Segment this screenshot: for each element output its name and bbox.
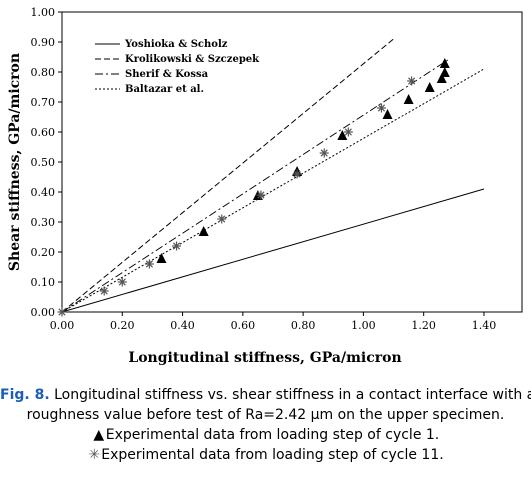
y-tick-label: 0.20	[31, 246, 56, 259]
y-tick-label: 0.60	[31, 126, 56, 139]
y-tick-label: 0.70	[31, 96, 56, 109]
legend-label: Sherif & Kossa	[125, 69, 209, 80]
model-line-dashed	[61, 38, 394, 313]
caption-line-4: ✳Experimental data from loading step of …	[0, 445, 531, 465]
model-line-solid	[61, 188, 485, 313]
triangle-point	[156, 253, 167, 263]
caption-line-1: Fig. 8. Longitudinal stiffness vs. shear…	[0, 385, 531, 405]
y-tick-label: 0.90	[31, 36, 56, 49]
chart-svg: 0.00 0.10 0.20 0.30 0.40 0.50 0.60 0.70 0.80 0.90…	[7, 6, 523, 366]
asterisk-point	[407, 76, 417, 86]
y-axis-title: Shear stiffness, GPa/micron	[7, 53, 23, 271]
x-tick-label: 0.80	[291, 319, 316, 332]
asterisk-point	[256, 190, 266, 200]
triangle-point	[403, 94, 414, 104]
y-tick-label: 0.40	[31, 186, 56, 199]
asterisk-point	[144, 259, 154, 269]
x-tick-label: 0.00	[50, 319, 75, 332]
caption-text-1: Longitudinal stiffness vs. shear stiffne…	[49, 387, 531, 403]
legend-label: Baltazar et al.	[125, 84, 204, 95]
asterisk-point	[376, 103, 386, 113]
triangle-point	[382, 109, 393, 119]
x-tick-label: 0.40	[170, 319, 195, 332]
triangle-point	[436, 73, 447, 83]
caption-line-2: roughness value before test of Ra=2.42 μ…	[26, 407, 505, 423]
caption-figure-label: Fig. 8.	[0, 387, 50, 403]
model-line-dashdot	[61, 59, 449, 313]
x-tick-label: 1.00	[351, 319, 376, 332]
y-tick-label: 0.80	[31, 66, 56, 79]
x-tick-label: 0.60	[231, 319, 256, 332]
caption-text-3: Experimental data from loading step of c…	[105, 427, 440, 443]
figure-caption: Fig. 8. Longitudinal stiffness vs. shear…	[0, 385, 531, 465]
y-tick-label: 1.00	[31, 6, 56, 19]
triangle-point	[439, 58, 450, 68]
caption-line-3: ▲ Experimental data from loading step of …	[0, 425, 531, 445]
x-tick-label: 1.20	[411, 319, 436, 332]
asterisk-point	[343, 127, 353, 137]
caption-text-4: Experimental data from loading step of c…	[101, 447, 444, 463]
asterisk-marker-icon: ✳	[88, 447, 101, 463]
asterisk-point	[57, 307, 67, 317]
triangle-point	[424, 82, 435, 92]
x-tick-label: 1.40	[472, 319, 497, 332]
asterisk-point	[99, 286, 109, 296]
y-tick-label: 0.00	[31, 306, 56, 319]
asterisk-point	[217, 214, 227, 224]
asterisk-point	[292, 169, 302, 179]
model-line-dotted	[61, 68, 485, 313]
y-tick-label: 0.30	[31, 216, 56, 229]
triangle-point	[198, 226, 209, 236]
y-tick-label: 0.50	[31, 156, 56, 169]
triangle-point	[439, 67, 450, 77]
x-tick-label: 0.20	[110, 319, 135, 332]
triangle-point	[337, 130, 348, 140]
asterisk-point	[117, 277, 127, 287]
asterisk-point	[172, 241, 182, 251]
x-axis-title: Longitudinal stiffness, GPa/micron	[128, 350, 401, 366]
y-tick-label: 0.10	[31, 276, 56, 289]
legend-label: Yoshioka & Scholz	[124, 39, 228, 50]
asterisk-point	[319, 148, 329, 158]
legend-label: Krolikowski & Szczepek	[125, 54, 260, 65]
triangle-marker-icon: ▲	[93, 427, 105, 443]
